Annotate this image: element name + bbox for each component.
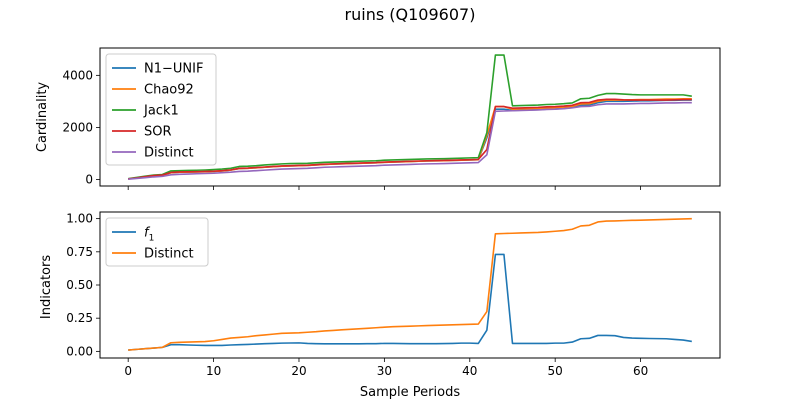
bottom-legend-label-0: f1	[144, 226, 154, 244]
top-legend-label-2: Jack1	[143, 104, 179, 119]
bottom-y-tick-label: 0.75	[66, 245, 93, 259]
bottom-x-tick-label: 40	[462, 364, 477, 378]
figure-title: ruins (Q109607)	[345, 5, 476, 24]
bottom-y-tick-label: 0.25	[66, 311, 93, 325]
top-y-tick-label: 0	[85, 172, 93, 186]
bottom-y-axis-label: Indicators	[39, 255, 54, 319]
top-y-axis-label: Cardinality	[35, 82, 50, 153]
top-y-tick-label: 4000	[62, 68, 93, 82]
bottom-x-tick-label: 10	[206, 364, 221, 378]
top-legend-label-4: Distinct	[144, 146, 194, 161]
top-chart-layer: 0 2000 4000	[62, 54, 692, 190]
bottom-panel: Indicators 0 10 20 30 40 50 60 0.00 0.25 0.50 0.75…	[39, 211, 721, 378]
bottom-x-tick-label: 0	[124, 364, 132, 378]
top-legend-label-1: Chao92	[144, 83, 194, 98]
bottom-y-tick-label: 0.50	[66, 278, 93, 292]
top-series-line-2	[128, 54, 692, 180]
bottom-legend: f1 Distinct	[105, 217, 209, 267]
top-panel: Cardinality 0 2000 4000 N1−UNIF Chao92 Jack1…	[35, 47, 721, 190]
bottom-chart-layer: 0 10 20 30 40 50 60 0.00 0.25 0.50 0.75 1.00	[66, 212, 692, 378]
bottom-plot-frame	[99, 211, 721, 359]
top-legend-label-0: N1−UNIF	[144, 62, 203, 77]
bottom-series-line-0	[128, 253, 692, 351]
top-y-tick-label: 2000	[62, 120, 93, 134]
bottom-x-tick-label: 50	[548, 364, 563, 378]
bottom-x-tick-label: 60	[633, 364, 648, 378]
top-legend: N1−UNIF Chao92 Jack1 SOR Distinct	[105, 53, 217, 166]
top-plot-frame	[99, 47, 721, 187]
bottom-x-tick-label: 30	[377, 364, 392, 378]
top-series-line-3	[128, 98, 692, 180]
bottom-legend-frame	[105, 217, 209, 267]
top-series-line-4	[128, 101, 692, 181]
top-legend-label-3: SOR	[144, 125, 172, 140]
bottom-x-tick-label: 20	[291, 364, 306, 378]
bottom-y-tick-label: 1.00	[66, 212, 93, 226]
bottom-series-line-1	[128, 217, 692, 351]
bottom-y-tick-label: 0.00	[66, 344, 93, 358]
bottom-legend-label-1: Distinct	[144, 247, 194, 262]
top-legend-frame	[105, 53, 217, 166]
x-axis-label: Sample Periods	[360, 385, 460, 400]
